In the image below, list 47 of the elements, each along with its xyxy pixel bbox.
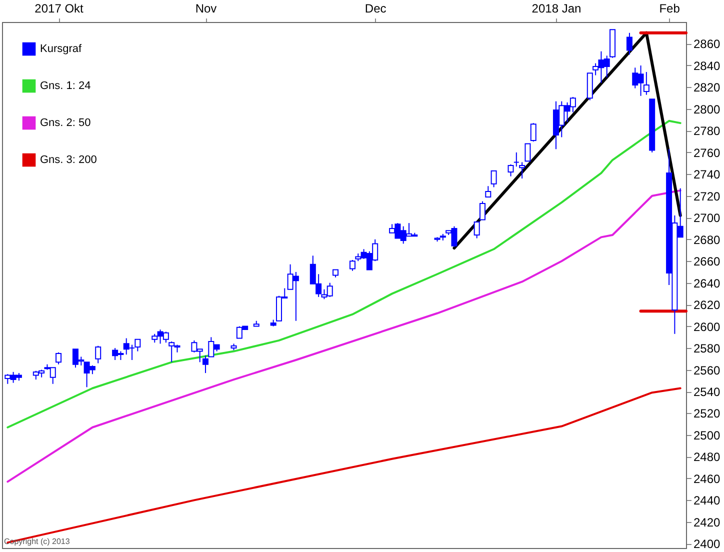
y-tick-label: 2520 xyxy=(694,406,721,421)
x-tick-label: Feb xyxy=(659,2,680,16)
y-tick-label: 2840 xyxy=(694,58,721,73)
candlestick xyxy=(56,352,62,365)
candlestick xyxy=(490,170,497,188)
y-tick-label: 2400 xyxy=(694,537,721,552)
y-tick-label: 2480 xyxy=(694,450,721,464)
y-tick-label: 2660 xyxy=(694,254,721,269)
y-tick-label: 2860 xyxy=(694,37,721,52)
y-tick-label: 2540 xyxy=(694,385,721,400)
legend-label: Gns. 1: 24 xyxy=(40,80,91,92)
candlestick xyxy=(519,162,526,179)
y-tick-label: 2560 xyxy=(694,363,721,378)
annotation: Copyright (c) 2013 xyxy=(4,537,70,546)
y-tick-label: 2600 xyxy=(694,320,721,334)
candlestick xyxy=(626,32,632,56)
legend-label: Gns. 3: 200 xyxy=(40,154,97,166)
x-tick-label: 2018 Jan xyxy=(532,2,582,16)
candlestick xyxy=(524,143,531,162)
y-tick-label: 2820 xyxy=(694,80,721,95)
y-tick-label: 2760 xyxy=(694,146,721,160)
line-series xyxy=(6,120,682,428)
y-tick-label: 2580 xyxy=(694,342,721,356)
candlestick xyxy=(134,338,141,352)
y-tick-label: 2420 xyxy=(694,515,721,530)
y-tick-label: 2740 xyxy=(694,168,721,182)
y-tick-label: 2720 xyxy=(694,189,721,204)
line-series xyxy=(6,189,682,483)
candlestick xyxy=(485,186,492,198)
legend-label: Kursgraf xyxy=(40,43,83,55)
y-tick-label: 2640 xyxy=(694,276,721,290)
y-tick-label: 2500 xyxy=(694,428,721,442)
candlestick xyxy=(508,164,514,177)
y-tick-label: 2700 xyxy=(694,211,721,226)
candlestick xyxy=(530,122,536,142)
candlestick xyxy=(513,152,520,168)
y-tick-label: 2460 xyxy=(694,472,721,486)
x-tick-label: Dec xyxy=(364,2,386,16)
y-tick-label: 2620 xyxy=(694,298,721,312)
x-tick-label: 2017 Okt xyxy=(34,2,84,16)
legend-label: Gns. 2: 50 xyxy=(40,117,91,129)
candlestick xyxy=(95,345,102,364)
y-tick-label: 2800 xyxy=(694,102,721,116)
y-tick-label: 2440 xyxy=(694,494,721,508)
x-tick-label: Nov xyxy=(195,2,217,16)
y-tick-label: 2680 xyxy=(694,232,721,247)
y-tick-label: 2780 xyxy=(694,124,721,138)
